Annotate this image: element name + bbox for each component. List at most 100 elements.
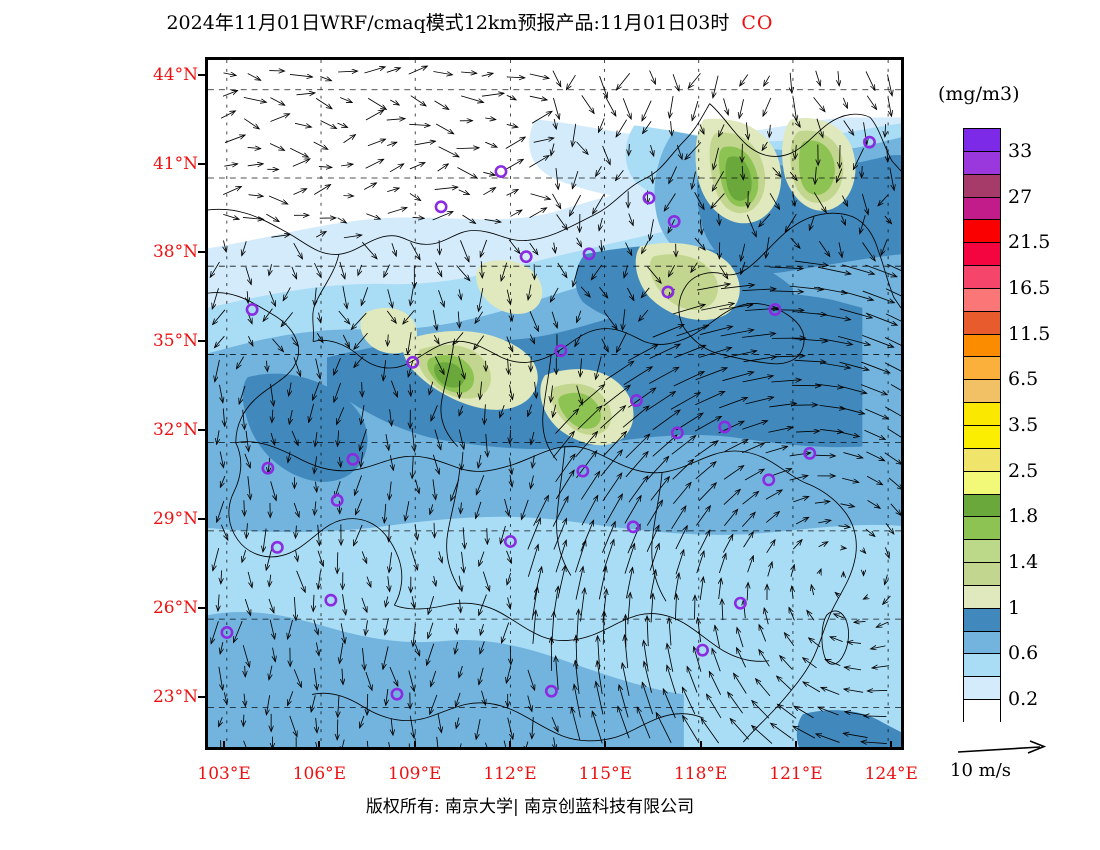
wind-vector	[481, 690, 486, 705]
wind-vector	[601, 522, 615, 553]
wind-vector	[813, 97, 825, 111]
wind-vector	[818, 240, 830, 256]
wind-vector	[706, 694, 722, 719]
wind-vector	[506, 550, 512, 563]
wind-vector	[663, 689, 676, 719]
wind-vector	[650, 477, 670, 501]
wind-vector	[616, 73, 631, 90]
city-marker[interactable]	[642, 191, 656, 205]
city-marker[interactable]	[330, 493, 344, 507]
map-plot-area[interactable]	[205, 57, 904, 750]
colorbar-value-label: 3.5	[1008, 414, 1039, 436]
wind-vector	[504, 159, 523, 171]
city-marker[interactable]	[220, 626, 234, 639]
wind-vector	[463, 527, 465, 548]
city-marker[interactable]	[519, 250, 533, 264]
wind-vector	[555, 454, 575, 483]
wind-vector	[641, 287, 650, 298]
city-marker[interactable]	[768, 303, 782, 316]
city-marker[interactable]	[670, 426, 684, 440]
city-marker[interactable]	[503, 535, 517, 548]
lon-tick-label: 115°E	[578, 764, 633, 784]
wind-vector	[854, 621, 866, 622]
wind-vector	[272, 409, 273, 423]
city-marker[interactable]	[661, 285, 675, 299]
wind-vector	[236, 356, 245, 369]
city-marker[interactable]	[762, 473, 776, 487]
wind-vector	[862, 335, 893, 347]
lon-tick-mark	[890, 741, 893, 750]
wind-vector	[865, 71, 875, 90]
wind-vector	[270, 383, 273, 406]
colorbar-band	[964, 448, 1000, 472]
city-marker[interactable]	[696, 643, 709, 657]
city-marker[interactable]	[544, 684, 558, 698]
wind-vector	[337, 552, 338, 573]
city-marker[interactable]	[494, 165, 508, 178]
city-marker[interactable]	[626, 520, 640, 534]
wind-vector	[573, 264, 580, 287]
wind-vector	[672, 74, 679, 91]
wind-vector	[507, 572, 511, 585]
wind-vector	[318, 570, 320, 589]
city-marker[interactable]	[629, 394, 643, 407]
city-marker[interactable]	[863, 135, 876, 149]
wind-vector	[438, 290, 445, 307]
city-marker[interactable]	[554, 344, 568, 358]
colorbar-tick-labels: 33 27 21.5 16.5 11.5 6.5 3.5 2.5 1.8 1.4 1 0.6 0.2	[1008, 128, 1098, 722]
city-marker[interactable]	[346, 452, 360, 466]
wind-vector	[291, 266, 297, 279]
city-marker[interactable]	[261, 461, 275, 475]
city-marker[interactable]	[434, 200, 448, 214]
wind-vector	[315, 358, 321, 379]
wind-vector	[700, 219, 701, 234]
city-marker[interactable]	[390, 687, 404, 701]
wind-vector	[649, 543, 659, 571]
wind-vector	[319, 312, 321, 323]
city-marker[interactable]	[270, 540, 284, 554]
wind-vector	[409, 163, 425, 170]
wind-vector	[670, 393, 700, 410]
wind-vector	[699, 577, 703, 600]
wind-vector	[600, 450, 622, 477]
wind-vector	[789, 171, 797, 180]
colorbar[interactable]	[963, 128, 1001, 723]
city-marker[interactable]	[718, 420, 732, 434]
colorbar-band	[964, 700, 1000, 723]
city-marker[interactable]	[733, 596, 747, 610]
city-marker[interactable]	[667, 215, 681, 228]
wind-vector	[578, 385, 605, 407]
wind-vector	[864, 429, 885, 439]
wind-vector	[574, 684, 581, 718]
copyright-footer: 版权所有: 南京大学| 南京创蓝科技有限公司	[365, 797, 695, 817]
wind-vector	[766, 236, 770, 258]
wind-vector	[289, 409, 292, 424]
wind-vector	[314, 668, 317, 690]
wind-vector	[245, 266, 251, 285]
colorbar-value-label: 33	[1008, 139, 1033, 162]
wind-vector	[792, 586, 793, 599]
wind-vector	[742, 333, 776, 338]
city-marker[interactable]	[245, 303, 259, 316]
wind-vector	[315, 432, 317, 446]
city-marker[interactable]	[406, 355, 420, 369]
city-marker[interactable]	[324, 593, 338, 607]
wind-vector	[862, 242, 876, 261]
wind-vector	[743, 532, 754, 548]
lat-tick-label: 26°N	[152, 597, 198, 618]
wind-vector	[269, 143, 284, 150]
wind-vector	[554, 242, 556, 254]
wind-vector	[840, 504, 855, 507]
wind-vector	[386, 434, 389, 450]
wind-vector	[427, 643, 435, 666]
wind-vector	[699, 347, 731, 358]
lon-tick-label: 121°E	[769, 764, 823, 784]
wind-vector	[476, 475, 485, 495]
city-marker[interactable]	[576, 464, 590, 478]
wind-vector	[220, 642, 223, 654]
city-marker[interactable]	[582, 247, 596, 261]
wind-vector	[723, 466, 744, 480]
city-marker[interactable]	[803, 446, 817, 460]
wind-vector	[865, 312, 897, 325]
wind-vector	[460, 599, 461, 613]
